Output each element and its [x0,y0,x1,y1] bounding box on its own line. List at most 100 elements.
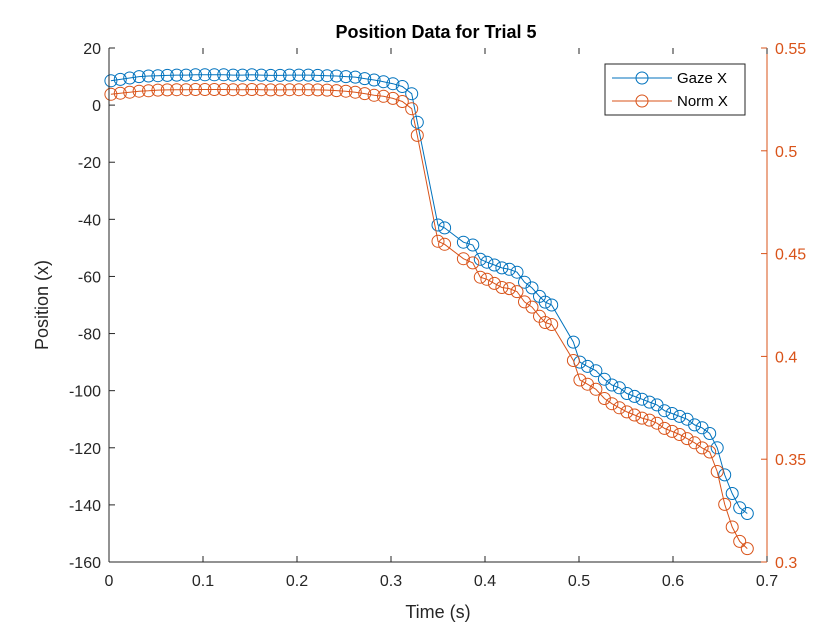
data-point-gaze-x [635,392,649,406]
data-point-gaze-x [273,68,287,82]
data-point-gaze-x [198,68,212,82]
data-point-norm-x [733,534,747,548]
data-point-norm-x [538,316,552,329]
data-point-norm-x [612,401,626,415]
legend-marker-gaze-x [635,71,649,85]
data-point-gaze-x [113,72,127,86]
y2-tick-label: 0.4 [775,349,797,366]
data-point-norm-x [311,83,325,97]
data-point-norm-x [160,83,174,97]
data-point-norm-x [189,83,202,96]
data-point-gaze-x [320,69,334,83]
data-point-gaze-x [487,258,501,272]
data-point-gaze-x [301,68,315,82]
legend-box [604,63,746,116]
data-point-gaze-x [405,87,419,101]
data-point-gaze-x [339,70,353,84]
data-point-gaze-x [104,74,118,88]
data-point-norm-x [566,354,580,367]
y-tick-label: -60 [78,269,101,286]
data-point-norm-x [620,405,634,419]
x-tick-label: 0 [105,573,114,590]
y-tick-label: -100 [69,384,101,401]
data-point-norm-x [320,83,334,97]
data-point-gaze-x [473,252,487,266]
legend-label-gaze-x: Gaze X [677,70,727,87]
data-point-norm-x [236,83,249,97]
data-point-norm-x [301,83,315,97]
data-point-norm-x [254,83,268,97]
series-line-norm-x [110,88,748,549]
data-point-gaze-x [254,68,268,82]
data-point-gaze-x [410,115,424,129]
data-point-norm-x [405,102,419,116]
data-point-norm-x [198,83,212,96]
chart-title: Position Data for Trial 5 [335,22,536,42]
y-tick-label: 0 [92,98,101,115]
y2-tick-label: 0.55 [775,41,806,58]
data-point-norm-x [113,86,127,100]
data-point-norm-x [123,85,137,99]
data-point-gaze-x [179,68,193,82]
legend-marker-norm-x [635,94,649,108]
data-point-norm-x [456,252,470,266]
data-point-gaze-x [264,68,278,82]
data-point-gaze-x [123,71,137,85]
data-point-gaze-x [620,387,634,400]
data-point-norm-x [635,411,649,425]
data-point-norm-x [151,83,165,97]
data-point-norm-x [104,87,118,101]
y-tick-label: -20 [78,155,101,172]
data-point-gaze-x [545,298,559,312]
y-tick-label: -160 [69,555,101,572]
data-point-gaze-x [456,235,470,249]
data-point-gaze-x [438,221,452,235]
x-tick-label: 0.6 [662,573,684,590]
data-point-norm-x [273,83,287,97]
data-point-norm-x [695,441,709,455]
data-point-gaze-x [589,364,603,378]
data-point-gaze-x [643,395,656,409]
data-point-gaze-x [292,68,306,82]
y-axis-title: Position (x) [32,260,52,350]
series-gaze-x [104,68,754,520]
data-point-gaze-x [142,69,155,83]
data-point-norm-x [283,83,296,97]
y-tick-label: 20 [83,41,101,58]
data-point-gaze-x [725,487,739,500]
series-line-gaze-x [110,74,748,514]
data-point-norm-x [207,83,221,96]
y-tick-label: -40 [78,212,101,229]
data-point-gaze-x [665,407,679,420]
data-point-norm-x [377,89,390,103]
data-point-norm-x [410,128,424,142]
data-point-gaze-x [581,359,594,373]
data-point-norm-x [589,382,603,396]
data-point-gaze-x [348,70,362,84]
data-point-norm-x [473,270,487,284]
data-point-gaze-x [480,255,494,269]
data-point-gaze-x [703,427,717,440]
data-point-gaze-x [207,68,221,82]
data-point-norm-x [545,318,559,331]
data-point-gaze-x [510,265,524,279]
data-point-gaze-x [605,378,619,392]
data-point-norm-x [348,85,362,99]
data-point-norm-x [518,295,531,309]
data-point-gaze-x [466,238,480,252]
data-point-gaze-x [330,69,343,83]
x-tick-label: 0.2 [286,573,308,590]
data-point-norm-x [665,424,679,438]
data-point-norm-x [510,285,524,299]
y2-tick-label: 0.45 [775,247,806,264]
data-point-norm-x [264,83,278,97]
data-point-norm-x [367,88,381,102]
data-point-gaze-x [367,73,381,87]
data-point-gaze-x [495,261,509,275]
series-norm-x [104,83,754,556]
data-point-gaze-x [245,68,259,82]
data-point-norm-x [466,256,480,270]
data-point-gaze-x [658,404,671,418]
data-point-gaze-x [673,409,687,423]
data-point-norm-x [597,392,611,405]
